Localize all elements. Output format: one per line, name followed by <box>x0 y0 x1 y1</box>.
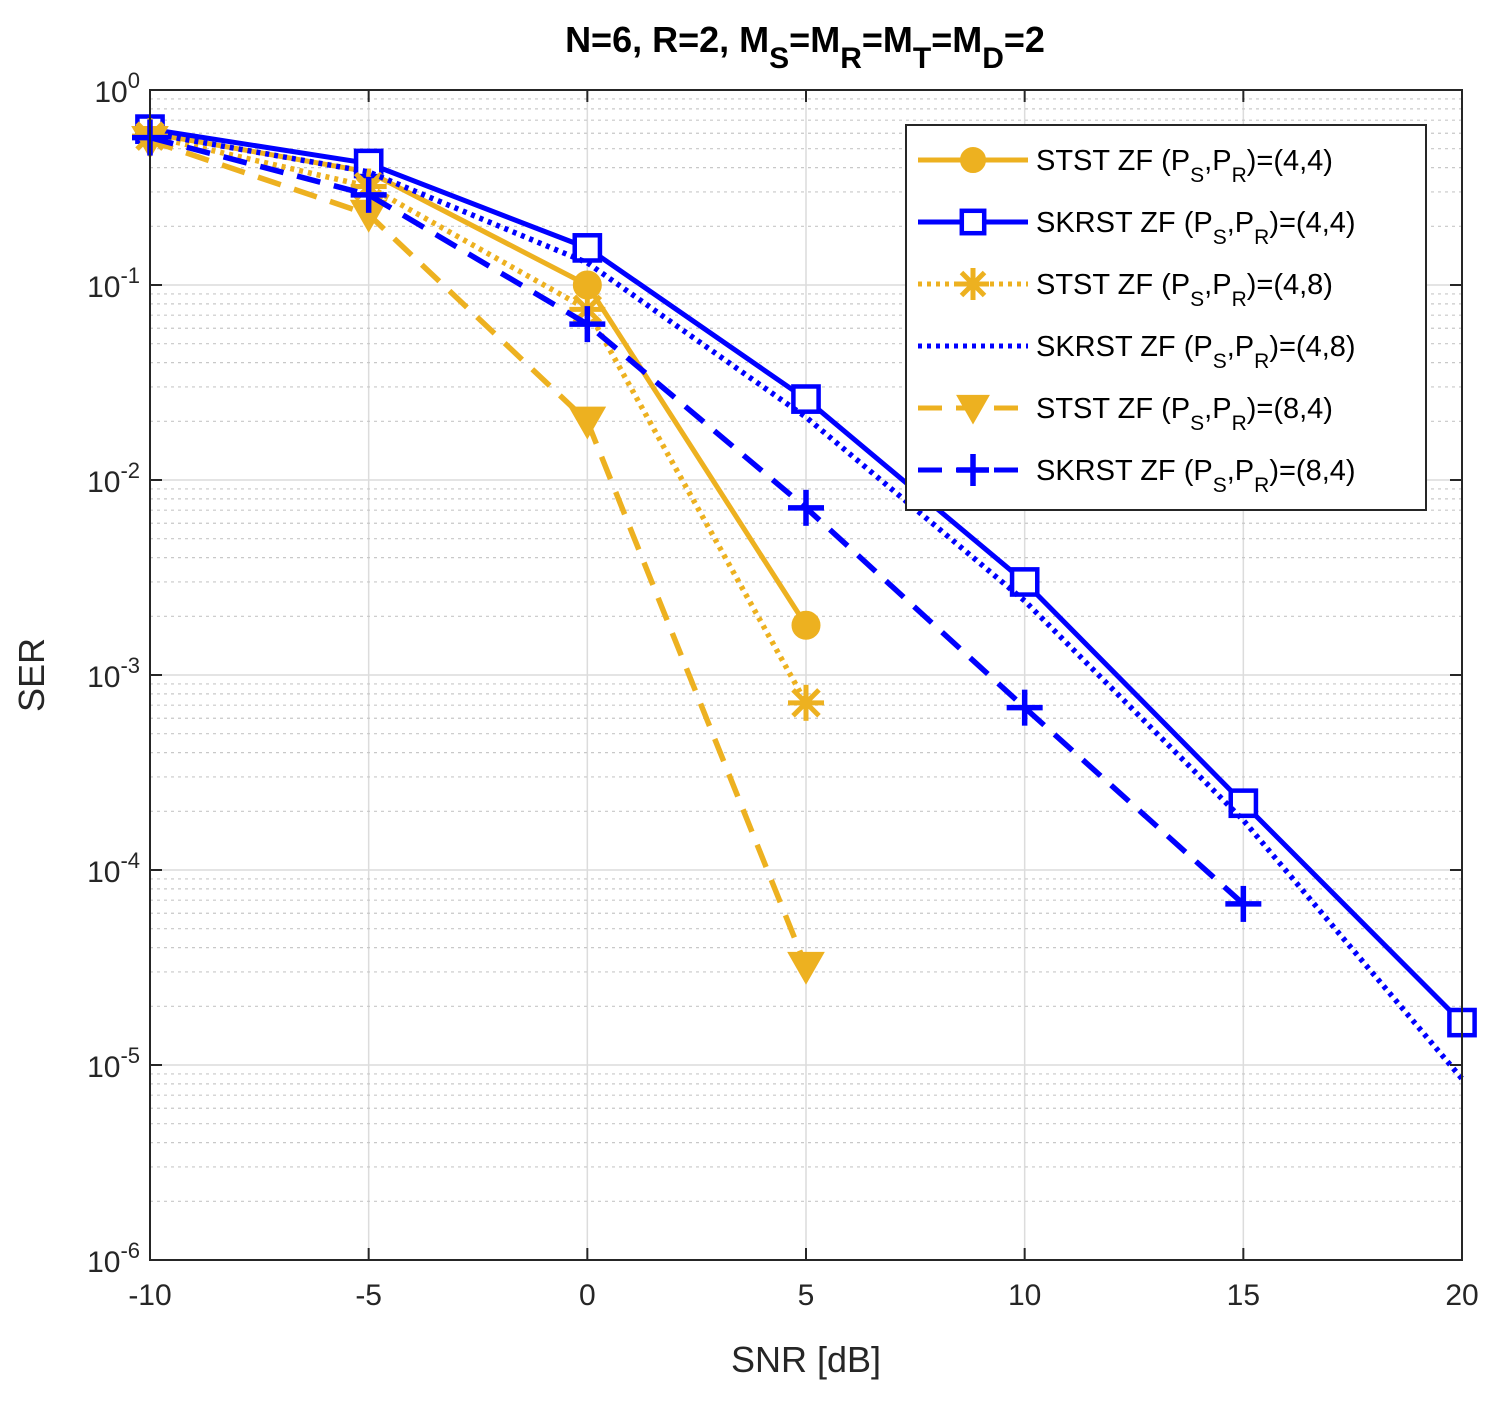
plus-marker <box>350 176 387 213</box>
legend-entry: SKRST ZF (PS,PR)=(8,4) <box>918 454 1356 497</box>
legend: STST ZF (PS,PR)=(4,4) SKRST ZF (PS,PR)=(4… <box>905 124 1427 511</box>
series-line <box>149 138 809 968</box>
series-layer <box>131 114 1477 1081</box>
legend-entry: SKRST ZF (PS,PR)=(4,8) <box>918 331 1356 373</box>
asterisk-marker <box>788 684 824 721</box>
legend-label: SKRST ZF (PS,PR)=(4,8) <box>1036 331 1356 373</box>
legend-entry: SKRST ZF (PS,PR)=(4,4) <box>918 207 1356 249</box>
triangle-marker <box>787 951 825 985</box>
legend-label: SKRST ZF (PS,PR)=(4,4) <box>1036 207 1356 249</box>
square-marker <box>572 233 603 263</box>
legend-entry: STST ZF (PS,PR)=(4,8) <box>918 268 1333 311</box>
square-marker <box>791 384 821 414</box>
x-tick-label: 10 <box>1008 1279 1041 1312</box>
triangle-marker <box>956 394 990 425</box>
legend-entry: STST ZF (PS,PR)=(4,4) <box>918 145 1333 187</box>
legend-label: STST ZF (PS,PR)=(8,4) <box>1036 393 1333 435</box>
y-tick-label: 10-3 <box>87 653 140 694</box>
y-axis-label: SER <box>11 638 52 712</box>
plus-marker <box>569 306 606 343</box>
x-tick-label: -10 <box>128 1279 171 1312</box>
plus-marker <box>1006 689 1043 726</box>
legend-label: SKRST ZF (PS,PR)=(8,4) <box>1036 455 1356 497</box>
x-tick-label: -5 <box>355 1279 382 1312</box>
plus-marker <box>957 454 989 486</box>
x-tick-label: 0 <box>579 1279 596 1312</box>
square-marker <box>959 208 987 236</box>
y-tick-label: 100 <box>94 68 140 109</box>
square-marker <box>1228 788 1259 819</box>
asterisk-marker <box>957 268 989 300</box>
y-tick-label: 10-4 <box>87 848 140 889</box>
triangle-marker <box>568 406 607 440</box>
circle-marker <box>791 610 821 640</box>
y-tick-label: 10-1 <box>87 263 140 304</box>
y-tick-label: 10-2 <box>87 458 140 499</box>
series-line <box>149 134 1246 906</box>
circle-marker <box>960 147 986 173</box>
legend-label: STST ZF (PS,PR)=(4,8) <box>1036 269 1333 311</box>
legend-entry: STST ZF (PS,PR)=(8,4) <box>918 393 1333 435</box>
plus-marker <box>1225 885 1262 922</box>
tick-labels: -10 -5 0 5 10 15 20 100 10-1 10-2 10-3 10-4 10-5 10-6 <box>87 68 1479 1312</box>
chart-title: N=6, R=2, MS=MR=MT=MD=2 <box>565 19 1045 75</box>
y-tick-label: 10-5 <box>87 1043 140 1084</box>
x-tick-label: 5 <box>798 1279 815 1312</box>
x-tick-label: 15 <box>1227 1279 1260 1312</box>
axes-box <box>149 89 1463 1261</box>
x-tick-label: 20 <box>1445 1279 1478 1312</box>
x-axis-label: SNR [dB] <box>731 1339 881 1380</box>
square-marker <box>1009 567 1040 597</box>
legend-box <box>905 124 1427 511</box>
legend-label: STST ZF (PS,PR)=(4,4) <box>1036 145 1333 187</box>
plus-marker <box>788 489 824 526</box>
y-tick-label: 10-6 <box>87 1238 140 1279</box>
